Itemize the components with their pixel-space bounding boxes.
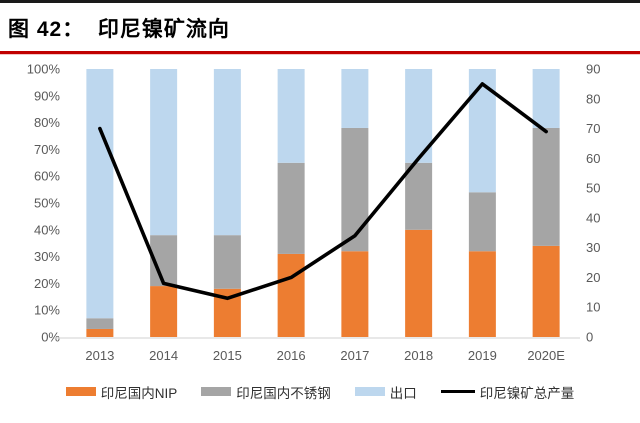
- bar-segment: [532, 68, 560, 128]
- chart-area: 0% 10% 20% 30% 40% 50% 60% 70% 80% 90% 100% 0 10 20 30…: [0, 54, 640, 402]
- legend-item-nip: 印尼国内NIP: [65, 382, 178, 402]
- y-axis-left-tick-label: 0%: [41, 329, 60, 344]
- legend-label-nip: 印尼国内NIP: [100, 385, 178, 401]
- bar-segment: [341, 127, 369, 251]
- bar-segment: [468, 68, 496, 192]
- bar-segment: [86, 68, 114, 318]
- bar-segment: [405, 162, 433, 230]
- y-axis-left-tick-label: 70%: [34, 141, 60, 156]
- bar-segment: [532, 127, 560, 246]
- bar-segment: [468, 191, 496, 251]
- legend-label-stainless: 印尼国内不锈钢: [236, 385, 331, 401]
- y-axis-right-tick-label: 80: [586, 91, 600, 106]
- x-axis-label: 2017: [340, 348, 369, 363]
- y-axis-right-tick-label: 90: [586, 61, 600, 76]
- legend-item-stainless: 印尼国内不锈钢: [201, 382, 331, 402]
- y-axis-left-tick-label: 80%: [34, 115, 60, 130]
- y-axis-left-tick-label: 100%: [27, 61, 61, 76]
- legend-item-export: 出口: [354, 382, 417, 402]
- bar-segment: [277, 162, 305, 254]
- y-axis-left-tick-label: 30%: [34, 249, 60, 264]
- bar-segment: [213, 68, 241, 235]
- title-underline-rule: [0, 51, 640, 54]
- bar-segment: [150, 68, 178, 235]
- bar-segment: [277, 68, 305, 163]
- bar-segment: [405, 229, 433, 337]
- y-axis-right-tick-label: 0: [586, 329, 593, 344]
- y-axis-right-tick-label: 20: [586, 269, 600, 284]
- y-axis-right-tick-label: 50: [586, 180, 600, 195]
- y-axis-right-tick-label: 60: [586, 150, 600, 165]
- x-axis-label: 2013: [85, 348, 114, 363]
- y-axis-right-tick-label: 70: [586, 121, 600, 136]
- bar-segment: [468, 250, 496, 337]
- legend-swatch-nip: [65, 387, 96, 396]
- y-axis-left-tick-label: 20%: [34, 275, 60, 290]
- x-axis-label: 2018: [404, 348, 433, 363]
- y-axis-left-tick-label: 40%: [34, 222, 60, 237]
- x-axis-label: 2016: [277, 348, 306, 363]
- y-axis-right-tick-label: 40: [586, 210, 600, 225]
- bar-segment: [532, 245, 560, 337]
- y-axis-right-tick-label: 10: [586, 299, 600, 314]
- x-axis-label: 2020E: [527, 348, 565, 363]
- y-axis-left-tick-label: 10%: [34, 302, 60, 317]
- legend-swatch-export: [354, 387, 385, 396]
- chart-legend: 印尼国内NIP 印尼国内不锈钢 出口 印尼镍矿总产量: [0, 382, 640, 402]
- x-axis-label: 2014: [149, 348, 178, 363]
- bar-segment: [341, 250, 369, 337]
- bar-segment: [150, 285, 178, 337]
- x-axis-label: 2019: [468, 348, 497, 363]
- legend-label-export: 出口: [389, 385, 417, 401]
- figure-title: 图 42： 印尼镍矿流向: [8, 18, 230, 41]
- y-axis-right-tick-label: 30: [586, 240, 600, 255]
- y-axis-left-tick-label: 90%: [34, 88, 60, 103]
- y-axis-left-tick-label: 50%: [34, 195, 60, 210]
- bar-segment: [213, 234, 241, 289]
- top-rule: [0, 0, 640, 3]
- legend-swatch-stainless: [201, 387, 232, 396]
- bar-segment: [86, 328, 114, 337]
- bar-segment: [86, 317, 114, 329]
- legend-label-total-production: 印尼镍矿总产量: [479, 385, 575, 401]
- legend-line-marker: [440, 389, 475, 394]
- chart-svg: 0% 10% 20% 30% 40% 50% 60% 70% 80% 90% 100% 0 10 20 30…: [27, 61, 601, 363]
- bar-segment: [341, 68, 369, 128]
- total-production-line: [98, 81, 548, 300]
- legend-item-total-production: 印尼镍矿总产量: [440, 382, 575, 402]
- x-axis-label: 2015: [213, 348, 242, 363]
- bar-segment: [277, 253, 305, 337]
- y-axis-left-tick-label: 60%: [34, 168, 60, 183]
